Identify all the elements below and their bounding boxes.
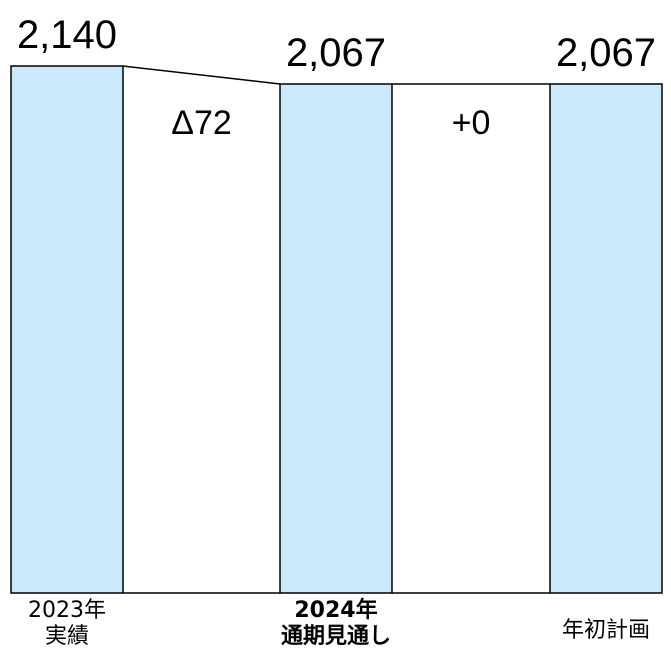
category-label: 2024年通期見通し [281,597,391,649]
difference-label: +0 [452,104,491,142]
difference-label: Δ72 [171,104,232,142]
bar [549,83,663,594]
bar [10,65,124,594]
category-label: 2023年実績 [28,598,106,649]
category-label: 年初計画 [562,618,650,643]
connector-line [392,83,550,594]
bar [279,83,393,594]
connector-line [122,65,281,594]
data-label: 2,067 [286,31,386,75]
data-label: 2,140 [17,13,117,57]
data-label: 2,067 [556,31,656,75]
